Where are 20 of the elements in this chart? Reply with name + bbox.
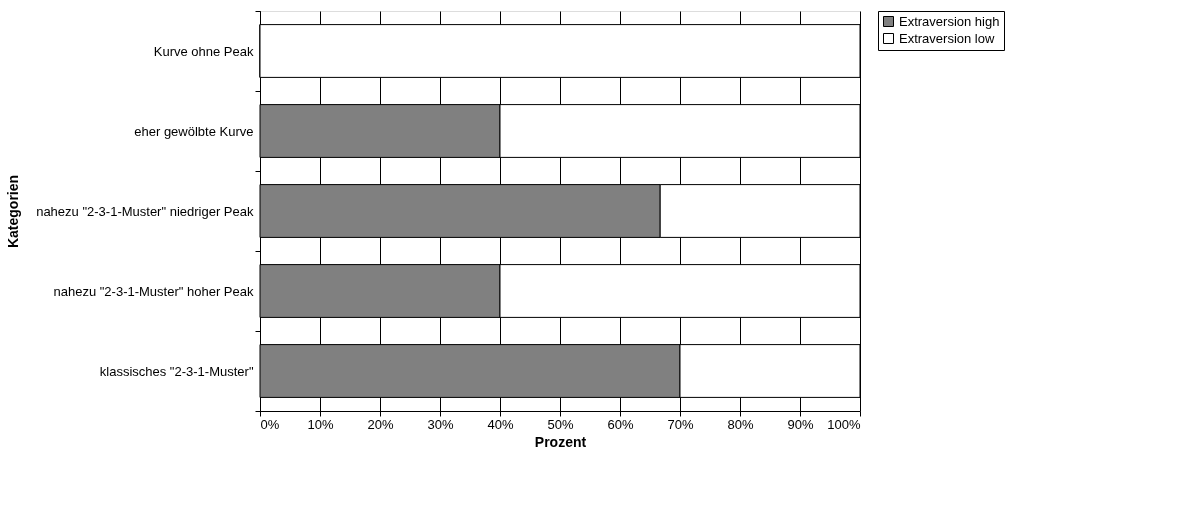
- x-tick-label: 50%: [547, 416, 574, 432]
- x-tick-label: 40%: [487, 416, 514, 432]
- x-tick-label: 30%: [427, 416, 454, 432]
- y-tick-label: nahezu "2-3-1-Muster" niedriger Peak: [36, 203, 254, 219]
- x-tick-label: 90%: [787, 416, 814, 432]
- x-tick-label: 100%: [827, 416, 861, 432]
- x-tick-label: 70%: [667, 416, 694, 432]
- y-tick-label: klassisches "2-3-1-Muster": [99, 363, 254, 379]
- y-axis-title: Kategorien: [4, 174, 21, 249]
- y-tick-label: nahezu "2-3-1-Muster" hoher Peak: [53, 283, 254, 299]
- legend-label: Extraversion high: [899, 13, 1000, 29]
- y-tick-label: eher gewölbte Kurve: [134, 123, 254, 139]
- x-tick-label: 20%: [367, 416, 394, 432]
- x-tick-label: 10%: [307, 416, 334, 432]
- x-tick-label: 60%: [607, 416, 634, 432]
- y-tick-label: Kurve ohne Peak: [153, 43, 254, 59]
- legend-label: Extraversion low: [899, 30, 995, 46]
- x-axis-title: Prozent: [534, 433, 587, 450]
- x-tick-label: 80%: [727, 416, 754, 432]
- x-tick-label: 0%: [260, 416, 280, 432]
